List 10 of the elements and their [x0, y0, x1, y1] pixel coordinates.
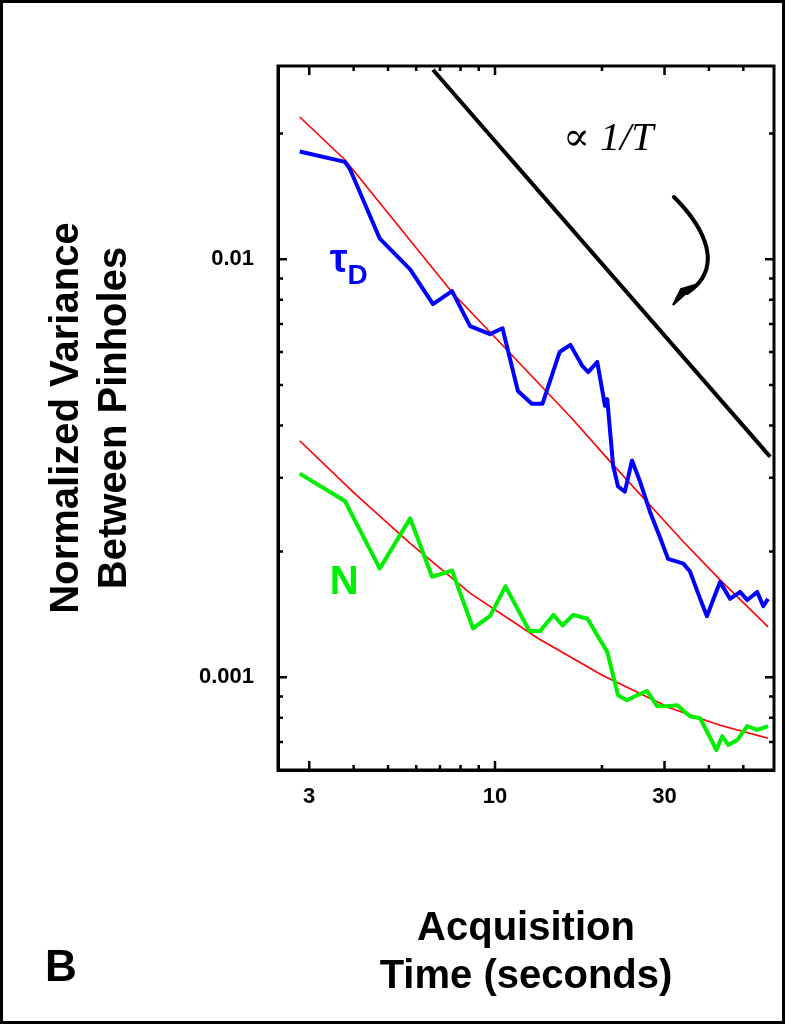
- x-tick-label: 10: [482, 783, 508, 809]
- text: B: [45, 941, 77, 991]
- annotation: ∝ 1/T: [563, 113, 654, 160]
- y-tick-label: 0.001: [198, 663, 254, 689]
- series-label: N: [329, 557, 359, 602]
- y-tick-label: 0.01: [211, 245, 254, 271]
- y-axis-title: Normalized Variance Between Pinholes: [42, 222, 135, 614]
- x-axis-title: Acquisition Time (seconds): [379, 904, 673, 997]
- x-tick-label: 30: [652, 783, 677, 809]
- x-tick-label: 3: [303, 783, 316, 809]
